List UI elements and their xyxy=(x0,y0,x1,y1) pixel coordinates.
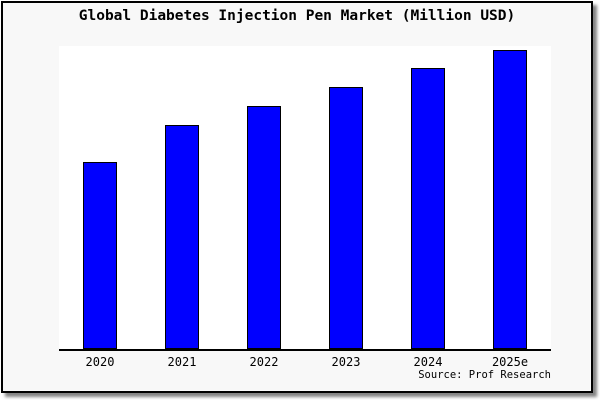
plot-area xyxy=(59,46,551,351)
chart-frame: Global Diabetes Injection Pen Market (Mi… xyxy=(1,1,593,393)
chart-title: Global Diabetes Injection Pen Market (Mi… xyxy=(78,8,516,24)
bar-2025e xyxy=(493,50,527,349)
bar-2020 xyxy=(83,162,117,349)
bar-2024 xyxy=(411,68,445,349)
x-tick-label-2020: 2020 xyxy=(85,355,115,369)
bar-2023 xyxy=(329,87,363,349)
x-tick-label-2022: 2022 xyxy=(249,355,279,369)
bar-2022 xyxy=(247,106,281,349)
x-tick-label-2024: 2024 xyxy=(413,355,443,369)
x-tick-label-2025e: 2025e xyxy=(491,355,529,369)
x-tick-label-2021: 2021 xyxy=(167,355,197,369)
x-tick-label-2023: 2023 xyxy=(331,355,361,369)
source-credit: Source: Prof Research xyxy=(418,369,551,381)
x-axis-labels: 2020 2021 2022 2023 2024 2025e xyxy=(59,355,551,371)
bar-2021 xyxy=(165,125,199,349)
